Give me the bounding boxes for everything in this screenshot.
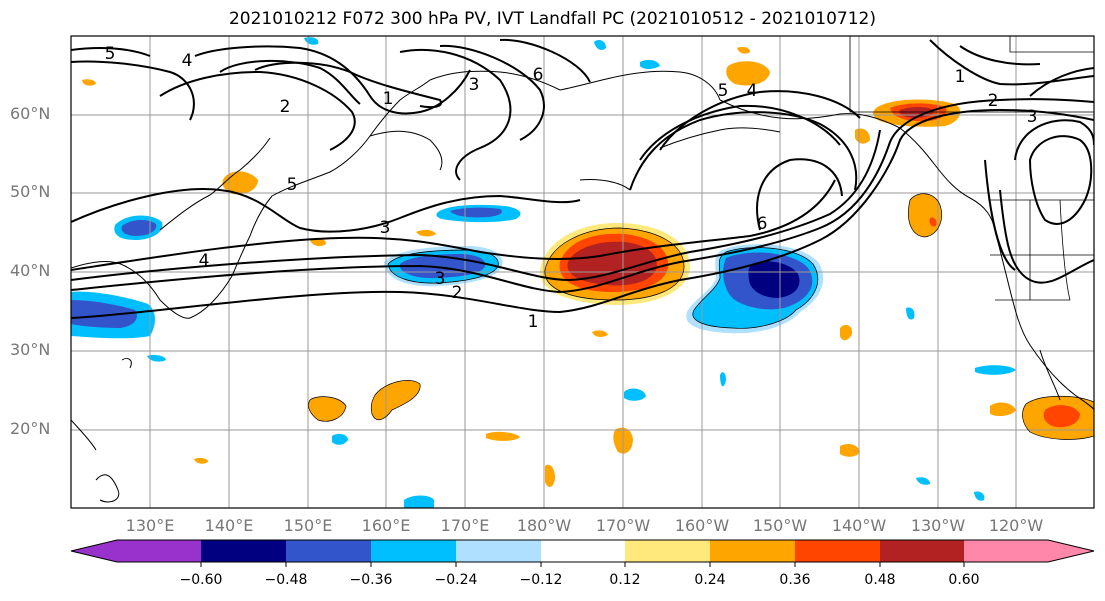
colorbar-segment <box>371 540 456 562</box>
colorbar-tick-label: −0.48 <box>264 572 308 588</box>
lon-label-170e: 170°E <box>440 516 490 535</box>
lon-label-140e: 140°E <box>204 516 254 535</box>
lat-label-60n: 60°N <box>10 104 51 123</box>
contour-label: 2 <box>988 91 999 111</box>
lon-label-130w: 130°W <box>910 516 966 535</box>
lon-label-160w: 160°W <box>674 516 730 535</box>
colorbar-segment <box>795 540 880 562</box>
contour-label: 4 <box>199 251 210 271</box>
colorbar-extend-low <box>71 540 201 562</box>
contour-label: 1 <box>383 89 394 109</box>
anomaly-outlines <box>308 193 1094 440</box>
contour-label: 3 <box>380 218 391 238</box>
contour-label: 3 <box>1027 107 1038 127</box>
lon-label-120w: 120°W <box>988 516 1044 535</box>
lat-label-20n: 20°N <box>10 419 51 438</box>
lon-label-150w: 150°W <box>752 516 808 535</box>
contour-label: 5 <box>105 44 116 64</box>
contour-label: 1 <box>955 67 966 87</box>
colorbar-tick-label: −0.12 <box>519 572 563 588</box>
map-title: 2021010212 F072 300 hPa PV, IVT Landfall… <box>228 9 876 29</box>
colorbar-segment <box>880 540 964 562</box>
lat-label-30n: 30°N <box>10 340 51 359</box>
colorbar-tick-label: 0.48 <box>864 572 896 588</box>
colorbar-tick-label: 0.24 <box>694 572 726 588</box>
colorbar-tick-label: 0.36 <box>779 572 811 588</box>
lon-label-180w: 180°W <box>516 516 572 535</box>
coastlines <box>71 70 1094 503</box>
colorbar-segment <box>201 540 286 562</box>
borders <box>849 36 1094 301</box>
contour-label: 4 <box>182 51 193 71</box>
contour-label: 3 <box>435 269 446 289</box>
lon-label-160e: 160°E <box>361 516 411 535</box>
lon-label-150e: 150°E <box>283 516 333 535</box>
lon-label-130e: 130°E <box>125 516 175 535</box>
contour-label: 6 <box>533 65 544 85</box>
colorbar-tick-label: −0.36 <box>349 572 393 588</box>
contour-label: 5 <box>287 175 298 195</box>
contour-label: 5 <box>718 81 729 101</box>
lat-label-40n: 40°N <box>10 261 51 280</box>
lat-label-50n: 50°N <box>10 182 51 201</box>
contour-label: 3 <box>469 75 480 95</box>
colorbar-tick-label: −0.60 <box>179 572 223 588</box>
contour-label: 4 <box>747 81 758 101</box>
colorbar-segment <box>541 540 625 562</box>
colorbar-extend-high <box>964 540 1094 562</box>
contour-label: 2 <box>452 283 463 303</box>
contour-label: 1 <box>528 312 539 332</box>
map-plot-area: 5 4 2 1 3 6 5 4 1 2 3 5 3 4 3 2 1 6 <box>71 36 1094 508</box>
lon-label-170w: 170°W <box>595 516 651 535</box>
colorbar-segment <box>286 540 371 562</box>
colorbar-tick-label: −0.24 <box>434 572 478 588</box>
colorbar-tick-label: 0.12 <box>609 572 641 588</box>
map-frame <box>70 35 1095 509</box>
lon-label-140w: 140°W <box>831 516 887 535</box>
colorbar-segment <box>625 540 710 562</box>
contour-labels: 5 4 2 1 3 6 5 4 1 2 3 5 3 4 3 2 1 6 <box>105 44 1038 332</box>
colorbar <box>70 539 1095 567</box>
contour-label: 2 <box>280 97 291 117</box>
colorbar-segment <box>456 540 541 562</box>
colorbar-segment <box>710 540 795 562</box>
colorbar-tick-label: 0.60 <box>948 572 980 588</box>
contour-label: 6 <box>757 214 768 234</box>
